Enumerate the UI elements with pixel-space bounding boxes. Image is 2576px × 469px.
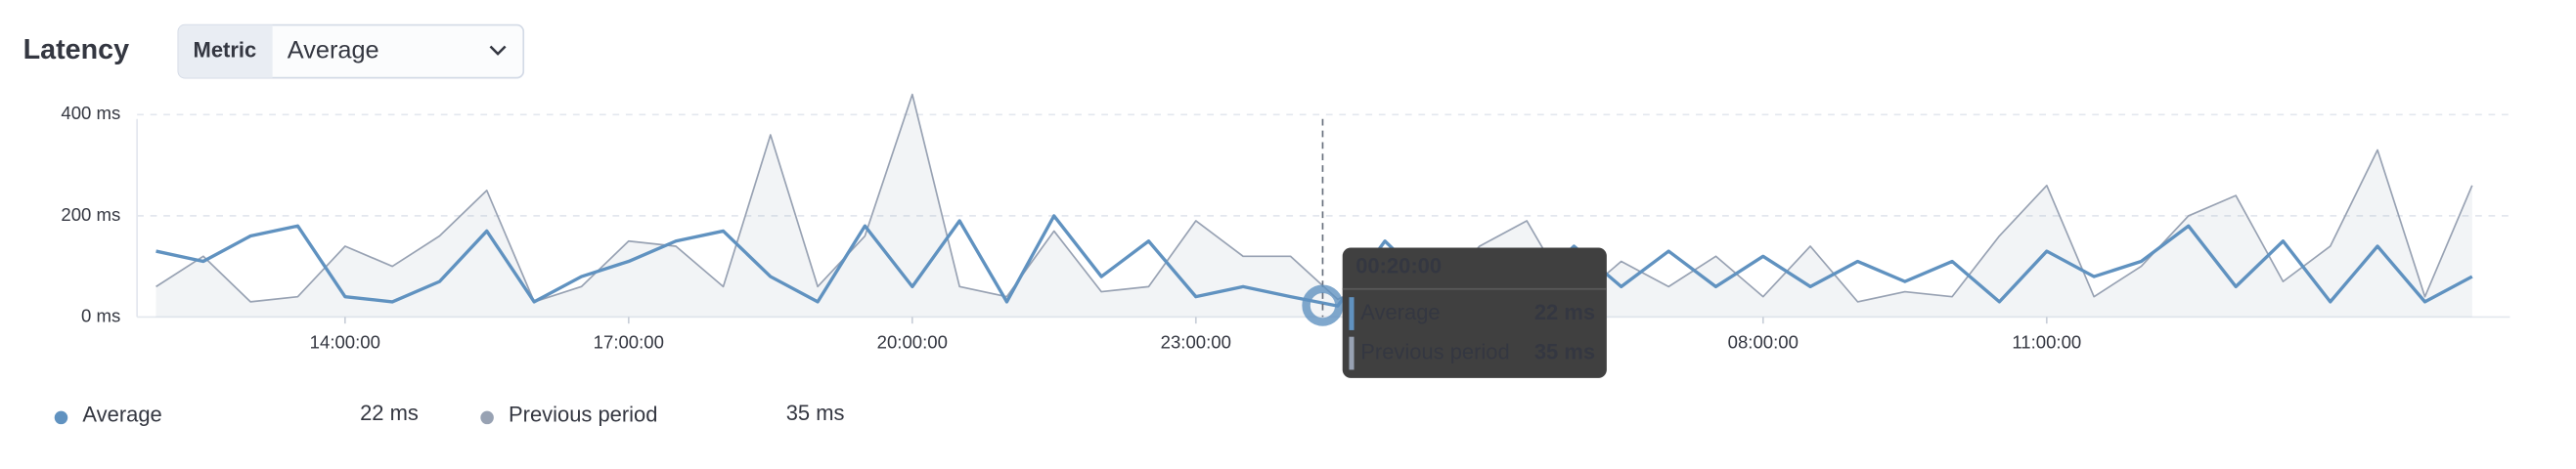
legend-label: Average: [82, 403, 161, 427]
x-tick-label: 14:00:00: [310, 331, 380, 352]
tooltip-name: Previous period: [1360, 339, 1509, 363]
x-tick-label: 17:00:00: [594, 331, 664, 352]
select-value[interactable]: Average: [288, 36, 379, 64]
y-tick-label: 200 ms: [61, 204, 120, 225]
metric-select[interactable]: Metric Average: [177, 23, 525, 79]
tooltip-box: [1342, 247, 1607, 378]
y-tick-label: 400 ms: [61, 103, 120, 123]
tooltip-swatch: [1349, 297, 1355, 330]
x-tick-label: 11:00:00: [2012, 331, 2081, 352]
x-tick-label: 08:00:00: [1728, 331, 1799, 352]
x-tick-label: 20:00:00: [877, 331, 948, 352]
series-area: [155, 94, 2472, 318]
tooltip-swatch: [1349, 336, 1355, 370]
legend-value: 22 ms: [360, 401, 419, 425]
tooltip-value: 35 ms: [1534, 339, 1595, 363]
select-prepend: [178, 24, 273, 78]
tooltip-name: Average: [1360, 300, 1440, 324]
tooltip: 00:20:00 Average 22 ms Previous period 35 ms: [1342, 247, 1607, 378]
legend-label: Previous period: [509, 403, 657, 427]
y-tick-label: 0 ms: [81, 305, 120, 325]
series-line: [155, 214, 2473, 308]
legend-dot: [54, 410, 68, 425]
select-label: Metric: [194, 37, 257, 62]
legend: Average 22 ms Previous period 35 ms: [54, 401, 845, 427]
x-tick-label: 23:00:00: [1161, 331, 1231, 352]
tooltip-value: 22 ms: [1534, 300, 1595, 324]
chevron: [489, 45, 507, 56]
legend-dot: [480, 410, 494, 425]
plot: 0 ms 200 ms 400 ms 14:00:00 17:00:00 20:00:00…: [61, 93, 2510, 352]
legend-value: 35 ms: [786, 401, 845, 425]
hover-ring: [1302, 284, 1344, 326]
tooltip-time: 00:20:00: [1355, 254, 1442, 278]
title: Latency: [23, 34, 129, 65]
